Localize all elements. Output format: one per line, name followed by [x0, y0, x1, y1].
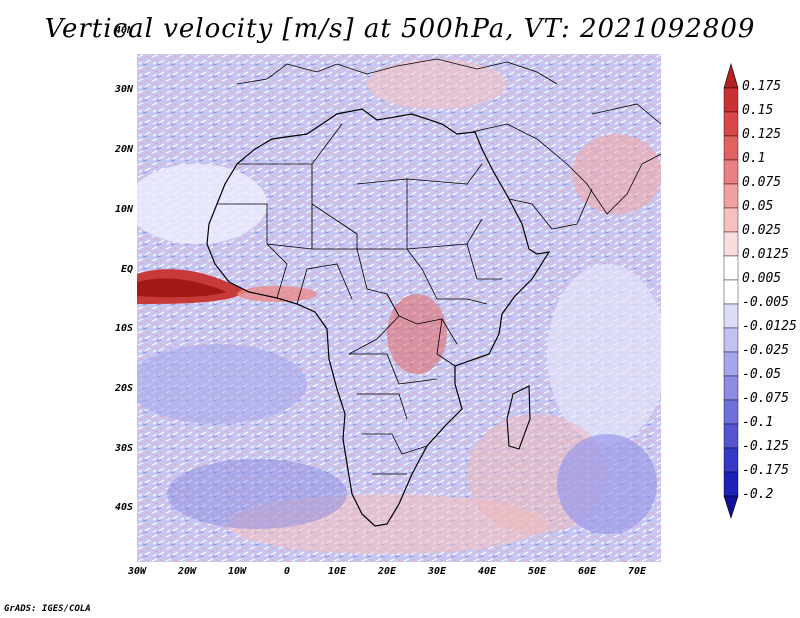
lon-label: 30E — [427, 566, 447, 577]
colorbar-swatch — [723, 423, 739, 449]
lat-label: 20S — [114, 383, 133, 394]
lon-label: 20E — [377, 566, 397, 577]
colorbar-label: -0.005 — [742, 295, 789, 310]
colorbar-swatch — [723, 279, 739, 305]
colorbar-swatch — [723, 351, 739, 377]
colorbar-swatch — [723, 159, 739, 185]
colorbar-swatch — [723, 135, 739, 161]
lon-label: 60E — [577, 566, 597, 577]
lon-label: 40E — [477, 566, 497, 577]
colorbar-label: 0.15 — [742, 103, 774, 118]
colorbar-label: -0.025 — [742, 343, 789, 358]
colorbar-label: 0.05 — [742, 199, 774, 214]
lon-label: 70E — [627, 566, 647, 577]
eurasia-coastline — [236, 58, 661, 230]
colorbar-swatch — [723, 375, 739, 401]
colorbar-label: -0.05 — [742, 367, 782, 382]
madagascar-outline — [506, 385, 531, 450]
colorbar-swatch — [723, 399, 739, 425]
lon-label: 10W — [227, 566, 247, 577]
colorbar-label: 0.075 — [742, 175, 782, 190]
colorbar-label: -0.0125 — [742, 319, 797, 334]
colorbar-swatch — [723, 183, 739, 209]
credit-text: GrADS: IGES/COLA — [4, 604, 91, 614]
country-borders — [217, 123, 502, 475]
lat-label: 10S — [114, 323, 133, 334]
colorbar-min-triangle — [723, 495, 739, 519]
colorbar-swatch — [723, 207, 739, 233]
vertical-velocity-map — [137, 54, 661, 562]
colorbar — [723, 62, 739, 519]
colorbar-swatch — [723, 303, 739, 329]
colorbar-label: 0.005 — [742, 271, 782, 286]
colorbar-max-triangle — [723, 62, 739, 89]
lat-label: 10N — [114, 204, 133, 215]
lat-label: 30S — [114, 443, 133, 454]
colorbar-label: -0.1 — [742, 415, 774, 430]
lat-label: 20N — [114, 144, 133, 155]
colorbar-swatch — [723, 87, 739, 113]
lat-label: EQ — [120, 264, 133, 275]
colorbar-label: 0.125 — [742, 127, 782, 142]
lat-label: 40S — [114, 502, 133, 513]
lon-label: 10E — [327, 566, 347, 577]
chart-title: Vertical velocity [m/s] at 500hPa, VT: 2… — [44, 14, 756, 44]
colorbar-swatch — [723, 231, 739, 257]
colorbar-swatch — [723, 255, 739, 281]
africa-coastline — [206, 108, 551, 527]
colorbar-swatch — [723, 111, 739, 137]
colorbar-label: 0.175 — [742, 79, 782, 94]
colorbar-label: 0.0125 — [742, 247, 789, 262]
lon-label: 0 — [283, 566, 291, 577]
colorbar-label: -0.075 — [742, 391, 789, 406]
colorbar-swatch — [723, 327, 739, 353]
lon-label: 50E — [527, 566, 547, 577]
lat-label: 30N — [114, 84, 133, 95]
colorbar-swatch — [723, 471, 739, 497]
colorbar-label: -0.125 — [742, 439, 789, 454]
colorbar-swatch — [723, 447, 739, 473]
colorbar-label: 0.025 — [742, 223, 782, 238]
colorbar-label: -0.175 — [742, 463, 789, 478]
lat-label: 40N — [114, 25, 133, 36]
lon-label: 20W — [177, 566, 197, 577]
lon-label: 30W — [127, 566, 147, 577]
map-panel — [137, 54, 661, 562]
colorbar-label: -0.2 — [742, 487, 774, 502]
colorbar-label: 0.1 — [742, 151, 766, 166]
